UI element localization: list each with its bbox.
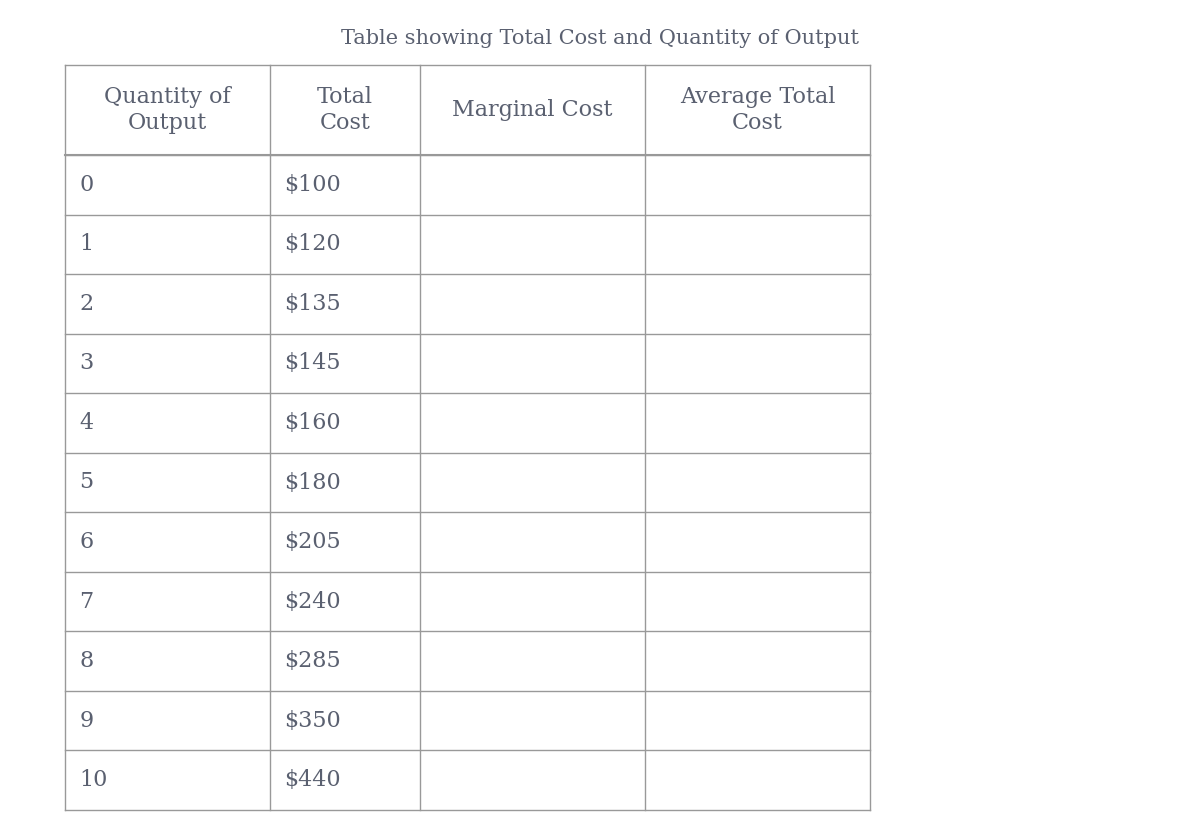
Text: 1: 1 (79, 233, 94, 255)
Text: $160: $160 (284, 412, 341, 434)
Text: Total
Cost: Total Cost (317, 87, 373, 134)
Text: $145: $145 (284, 352, 341, 375)
Text: 7: 7 (79, 591, 94, 613)
Text: 9: 9 (79, 710, 94, 732)
Text: Average Total
Cost: Average Total Cost (680, 87, 835, 134)
Text: $180: $180 (284, 472, 341, 493)
Text: $100: $100 (284, 174, 341, 196)
Text: 2: 2 (79, 293, 94, 315)
Text: 6: 6 (79, 531, 94, 553)
Text: 5: 5 (79, 472, 94, 493)
Text: $240: $240 (284, 591, 341, 613)
Text: 10: 10 (79, 769, 108, 791)
Text: Table showing Total Cost and Quantity of Output: Table showing Total Cost and Quantity of… (341, 29, 859, 48)
Text: 8: 8 (79, 650, 94, 672)
Text: $350: $350 (284, 710, 341, 732)
Text: 3: 3 (79, 352, 94, 375)
Text: 4: 4 (79, 412, 94, 434)
Text: Marginal Cost: Marginal Cost (452, 99, 613, 121)
Text: $120: $120 (284, 233, 341, 255)
Text: $440: $440 (284, 769, 341, 791)
Text: 0: 0 (79, 174, 94, 196)
Text: $135: $135 (284, 293, 341, 315)
Text: Quantity of
Output: Quantity of Output (104, 87, 230, 134)
Text: $205: $205 (284, 531, 341, 553)
Text: $285: $285 (284, 650, 341, 672)
